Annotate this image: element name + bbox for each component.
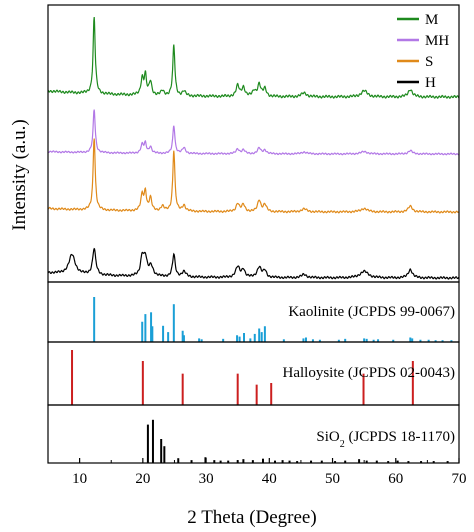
panel-frame bbox=[47, 404, 460, 464]
plot-frames bbox=[47, 4, 460, 464]
panel-frame bbox=[47, 4, 460, 283]
reference-panels: Kaolinite (JCPDS 99-0067) Halloysite (JCP… bbox=[71, 297, 456, 463]
legend-label: M bbox=[425, 12, 438, 28]
reference-label: Kaolinite (JCPDS 99-0067) bbox=[288, 304, 455, 320]
x-tick-label: 70 bbox=[452, 471, 467, 487]
x-tick-label: 30 bbox=[199, 471, 214, 487]
x-tick-label: 10 bbox=[72, 471, 87, 487]
reference-label: Halloysite (JCPDS 02-0043) bbox=[283, 365, 456, 381]
trace-m bbox=[47, 16, 460, 99]
reference-label: SiO2 (JCPDS 18-1170) bbox=[316, 429, 455, 450]
x-axis: 10 20 30 40 50 60 70 bbox=[47, 458, 467, 487]
legend-label: H bbox=[425, 75, 436, 91]
legend-label: MH bbox=[425, 33, 449, 49]
trace-mh bbox=[47, 109, 460, 156]
trace-h bbox=[47, 247, 460, 280]
x-axis-label: 2 Theta (Degree) bbox=[187, 507, 316, 528]
x-tick-label: 60 bbox=[388, 471, 403, 487]
y-axis-label: Intensity (a.u.) bbox=[9, 119, 30, 230]
legend-label: S bbox=[425, 54, 433, 70]
legend: M MH SH bbox=[397, 12, 449, 91]
x-tick-label: 50 bbox=[325, 471, 340, 487]
x-tick-label: 20 bbox=[135, 471, 150, 487]
trace-s bbox=[47, 138, 460, 214]
xrd-traces bbox=[47, 16, 460, 280]
x-tick-label: 40 bbox=[262, 471, 277, 487]
